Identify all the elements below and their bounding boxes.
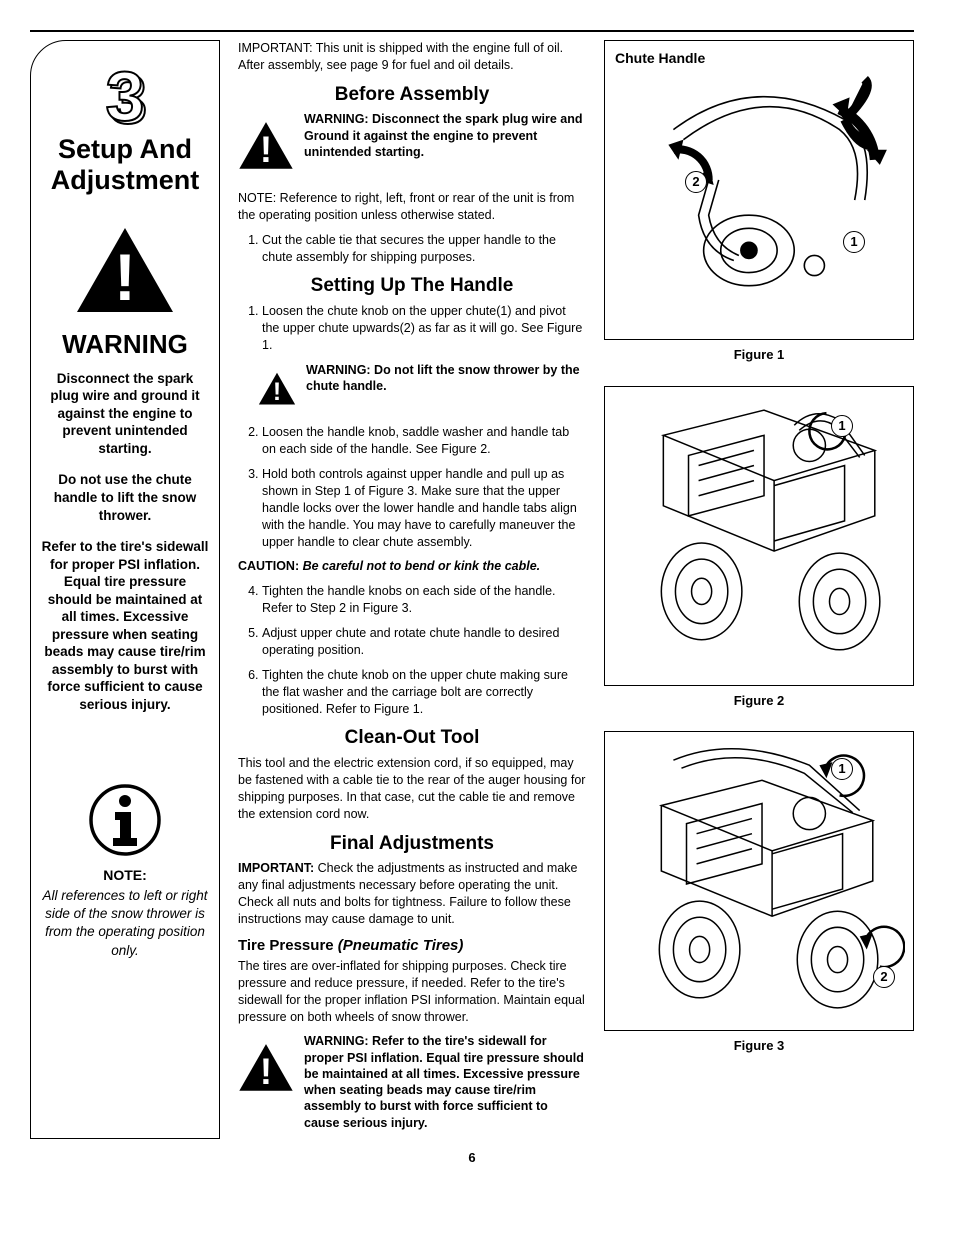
steps-handle-a: Loosen the chute knob on the upper chute… bbox=[238, 303, 586, 354]
text-column: IMPORTANT: This unit is shipped with the… bbox=[238, 40, 586, 1139]
caution-line: CAUTION: Be careful not to bend or kink … bbox=[238, 558, 586, 575]
note-before: NOTE: Reference to right, left, front or… bbox=[238, 190, 586, 224]
figure-3-callout-2: 2 bbox=[873, 966, 895, 988]
warning-text: WARNING: Do not lift the snow thrower by… bbox=[306, 362, 586, 395]
step-number: 3 bbox=[106, 65, 145, 128]
figure-2-box: 1 bbox=[604, 386, 914, 686]
warning-handle: ! WARNING: Do not lift the snow thrower … bbox=[238, 362, 586, 417]
top-rule bbox=[30, 30, 914, 32]
heading-tire-pressure: Tire Pressure (Pneumatic Tires) bbox=[238, 936, 586, 956]
sidebar-warning-text: Refer to the tire's sidewall for proper … bbox=[41, 538, 209, 713]
warning-triangle-icon: ! bbox=[75, 226, 175, 321]
svg-text:!: ! bbox=[114, 240, 136, 314]
final-important: IMPORTANT: Check the adjustments as inst… bbox=[238, 860, 586, 928]
sidebar-warning-text: Disconnect the spark plug wire and groun… bbox=[41, 370, 209, 458]
warning-text: WARNING: Refer to the tire's sidewall fo… bbox=[304, 1033, 586, 1131]
figure-1-label: Chute Handle bbox=[615, 49, 705, 68]
step-item: Hold both controls against upper handle … bbox=[262, 466, 586, 550]
caution-label: CAUTION: bbox=[238, 559, 299, 573]
figure-1-illustration bbox=[613, 49, 905, 331]
tire-pressure-body: The tires are over-inflated for shipping… bbox=[238, 958, 586, 1026]
figure-3-illustration bbox=[613, 740, 905, 1022]
svg-text:!: ! bbox=[260, 1052, 272, 1093]
step-item: Tighten the handle knobs on each side of… bbox=[262, 583, 586, 617]
sidebar: 3 Setup And Adjustment ! WARNING Disconn… bbox=[30, 40, 220, 1139]
figure-3-box: 1 2 bbox=[604, 731, 914, 1031]
figure-1-box: Chute Handle bbox=[604, 40, 914, 340]
tire-pressure-label: Tire Pressure bbox=[238, 937, 334, 954]
step-item: Adjust upper chute and rotate chute hand… bbox=[262, 625, 586, 659]
figure-2-illustration bbox=[613, 395, 905, 677]
warning-before-assembly: ! WARNING: Disconnect the spark plug wir… bbox=[238, 111, 586, 182]
page-number: 6 bbox=[30, 1149, 914, 1167]
warning-text: WARNING: Disconnect the spark plug wire … bbox=[304, 111, 586, 160]
warning-triangle-icon: ! bbox=[238, 1043, 294, 1098]
sidebar-warning-text: Do not use the chute handle to lift the … bbox=[41, 471, 209, 524]
note-label: NOTE: bbox=[41, 866, 209, 885]
svg-text:!: ! bbox=[260, 130, 272, 171]
figure-1-caption: Figure 1 bbox=[604, 346, 914, 364]
note-body: All references to left or right side of … bbox=[41, 887, 209, 960]
figure-1-callout-2: 2 bbox=[685, 171, 707, 193]
step-item: Loosen the handle knob, saddle washer an… bbox=[262, 424, 586, 458]
steps-handle-b: Loosen the handle knob, saddle washer an… bbox=[238, 424, 586, 550]
main-content: IMPORTANT: This unit is shipped with the… bbox=[238, 40, 914, 1139]
heading-clean-out: Clean-Out Tool bbox=[238, 725, 586, 751]
heading-before-assembly: Before Assembly bbox=[238, 82, 586, 108]
page-layout: 3 Setup And Adjustment ! WARNING Disconn… bbox=[30, 40, 914, 1139]
warning-tire: ! WARNING: Refer to the tire's sidewall … bbox=[238, 1033, 586, 1131]
warning-triangle-icon: ! bbox=[258, 372, 296, 411]
info-icon bbox=[41, 784, 209, 861]
figure-3-caption: Figure 3 bbox=[604, 1037, 914, 1055]
section-title: Setup And Adjustment bbox=[41, 134, 209, 196]
heading-final-adjustments: Final Adjustments bbox=[238, 831, 586, 857]
caution-body: Be careful not to bend or kink the cable… bbox=[303, 559, 541, 573]
warning-heading: WARNING bbox=[41, 327, 209, 362]
sidebar-warning-block: Disconnect the spark plug wire and groun… bbox=[41, 370, 209, 714]
clean-out-body: This tool and the electric extension cor… bbox=[238, 755, 586, 823]
important-label: IMPORTANT: bbox=[238, 861, 314, 875]
step-item: Cut the cable tie that secures the upper… bbox=[262, 232, 586, 266]
step-item: Tighten the chute knob on the upper chut… bbox=[262, 667, 586, 718]
heading-setting-up-handle: Setting Up The Handle bbox=[238, 273, 586, 299]
step-item: Loosen the chute knob on the upper chute… bbox=[262, 303, 586, 354]
steps-before: Cut the cable tie that secures the upper… bbox=[238, 232, 586, 266]
figure-2-caption: Figure 2 bbox=[604, 692, 914, 710]
figure-1-callout-1: 1 bbox=[843, 231, 865, 253]
important-intro: IMPORTANT: This unit is shipped with the… bbox=[238, 40, 586, 74]
steps-handle-c: Tighten the handle knobs on each side of… bbox=[238, 583, 586, 717]
tire-pressure-subtitle: (Pneumatic Tires) bbox=[338, 937, 464, 954]
figure-2-callout-1: 1 bbox=[831, 415, 853, 437]
figure-3-callout-1: 1 bbox=[831, 758, 853, 780]
warning-triangle-icon: ! bbox=[238, 121, 294, 176]
figure-column: Chute Handle bbox=[604, 40, 914, 1139]
svg-text:!: ! bbox=[273, 378, 281, 406]
